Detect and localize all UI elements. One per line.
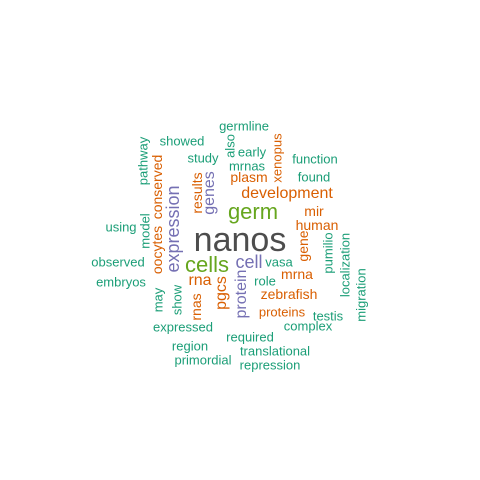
word-found: found <box>297 169 331 185</box>
word-mrna: mrna <box>281 266 313 282</box>
word-proteins: proteins <box>258 304 306 320</box>
word-pathway: pathway <box>135 136 151 186</box>
word-nanos: nanos <box>193 221 287 259</box>
word-required: required <box>226 329 274 345</box>
word-plasm: plasm <box>230 169 268 185</box>
word-germline: germline <box>219 118 269 134</box>
word-primordial: primordial <box>174 352 232 368</box>
word-results: results <box>189 172 205 214</box>
word-complex: complex <box>283 318 333 334</box>
word-pumilio: pumilio <box>320 232 336 274</box>
word-pgcs: pgcs <box>213 276 230 310</box>
word-migration: migration <box>353 268 369 322</box>
word-also: also <box>222 134 238 158</box>
word-mir: mir <box>304 203 324 219</box>
word-expression: expression <box>163 185 183 273</box>
word-conserved: conserved <box>149 154 165 220</box>
word-may: may <box>150 287 166 313</box>
word-development: development <box>241 185 333 202</box>
word-early: early <box>237 144 267 160</box>
word-rna: rna <box>188 272 212 289</box>
word-cell: cell <box>235 252 263 272</box>
word-vasa: vasa <box>265 254 293 270</box>
word-observed: observed <box>91 254 145 270</box>
word-human: human <box>295 217 339 233</box>
word-zebrafish: zebrafish <box>260 286 318 302</box>
word-mrnas: mrnas <box>228 158 266 174</box>
word-study: study <box>187 150 219 166</box>
word-showed: showed <box>159 133 205 149</box>
word-localization: localization <box>337 232 353 298</box>
word-cells: cells <box>184 252 230 277</box>
word-expressed: expressed <box>153 319 213 335</box>
word-show: show <box>169 284 185 316</box>
word-repression: repression <box>239 357 301 373</box>
word-rnas: rnas <box>188 293 204 321</box>
word-translational: translational <box>239 343 311 359</box>
word-testis: testis <box>312 308 344 324</box>
word-protein: protein <box>233 269 250 319</box>
word-germ: germ <box>227 199 279 224</box>
word-xenopus: xenopus <box>269 133 285 183</box>
word-model: model <box>137 213 153 249</box>
word-role: role <box>254 273 276 289</box>
word-function: function <box>292 151 338 167</box>
word-region: region <box>171 338 209 354</box>
word-using: using <box>105 219 137 235</box>
word-gene: gene <box>295 230 311 262</box>
word-embryos: embryos <box>96 274 146 290</box>
